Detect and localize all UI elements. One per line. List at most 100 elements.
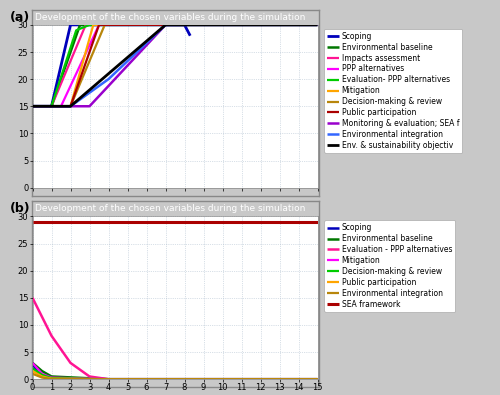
Mitigation — [39, 371, 45, 376]
Environmental integration — [182, 23, 188, 27]
Legend: Scoping, Environmental baseline, Evaluation - PPP alternatives, Mitigation, Deci: Scoping, Environmental baseline, Evaluat… — [324, 220, 456, 312]
Environmental integration — [162, 23, 168, 27]
Environmental integration — [30, 371, 36, 376]
Monitoring & evaluation; SEA f — [182, 23, 188, 27]
Mitigation — [106, 23, 112, 27]
Evaluation - PPP alternatives — [68, 361, 73, 365]
Monitoring & evaluation; SEA f — [30, 104, 36, 109]
Monitoring & evaluation; SEA f — [86, 104, 92, 109]
SEA framework — [106, 220, 112, 224]
Mitigation — [68, 104, 73, 109]
Evaluation - PPP alternatives — [314, 377, 320, 382]
PPP alternatives — [96, 23, 102, 27]
Scoping — [314, 377, 320, 382]
Evaluation- PPP alternatives — [30, 104, 36, 109]
Public participation — [30, 104, 36, 109]
SEA framework — [30, 220, 36, 224]
SEA framework — [314, 220, 320, 224]
Mitigation — [90, 23, 96, 27]
Environmental baseline — [30, 104, 36, 109]
Mitigation — [314, 377, 320, 382]
Scoping — [68, 23, 73, 27]
Line: Evaluation- PPP alternatives: Evaluation- PPP alternatives — [32, 25, 318, 106]
Scoping — [30, 361, 36, 365]
Line: Decision-making & review: Decision-making & review — [32, 25, 318, 106]
Env. & sustainability objectiv — [182, 23, 188, 27]
Environmental baseline — [314, 23, 320, 27]
Text: Development of the chosen variables during the simulation: Development of the chosen variables duri… — [36, 205, 306, 213]
Legend: Scoping, Environmental baseline, Impacts assessment, PPP alternatives, Evaluatio: Scoping, Environmental baseline, Impacts… — [324, 29, 462, 153]
Text: Development of the chosen variables during the simulation: Development of the chosen variables duri… — [36, 13, 306, 22]
Mitigation — [106, 377, 112, 382]
Impacts assessment — [82, 23, 88, 27]
Impacts assessment — [30, 104, 36, 109]
Scoping — [106, 377, 112, 382]
Environmental integration — [39, 375, 45, 380]
Monitoring & evaluation; SEA f — [314, 23, 320, 27]
Evaluation- PPP alternatives — [48, 104, 54, 109]
PPP alternatives — [58, 104, 64, 109]
Line: Env. & sustainability objectiv: Env. & sustainability objectiv — [32, 25, 318, 106]
PPP alternatives — [30, 104, 36, 109]
Environmental baseline — [48, 374, 54, 379]
Monitoring & evaluation; SEA f — [162, 23, 168, 27]
Impacts assessment — [314, 23, 320, 27]
Environmental baseline — [86, 23, 92, 27]
Mitigation — [48, 375, 54, 380]
Line: Impacts assessment: Impacts assessment — [32, 25, 318, 106]
Environmental integration — [30, 104, 36, 109]
Line: Decision-making & review: Decision-making & review — [32, 369, 318, 379]
Line: Monitoring & evaluation; SEA f: Monitoring & evaluation; SEA f — [32, 25, 318, 106]
Evaluation - PPP alternatives — [30, 295, 36, 300]
Scoping — [182, 23, 188, 27]
Line: Evaluation - PPP alternatives: Evaluation - PPP alternatives — [32, 298, 318, 379]
Line: Environmental integration: Environmental integration — [32, 374, 318, 379]
Decision-making & review — [48, 376, 54, 380]
Text: (b): (b) — [10, 203, 30, 215]
Decision-making & review — [314, 23, 320, 27]
Scoping — [187, 33, 193, 38]
Decision-making & review — [30, 366, 36, 371]
Environmental integration — [106, 377, 112, 382]
Decision-making & review — [39, 372, 45, 377]
Scoping — [48, 104, 54, 109]
Environmental integration — [314, 23, 320, 27]
Public participation — [124, 23, 130, 27]
Environmental baseline — [48, 104, 54, 109]
Environmental baseline — [77, 23, 83, 27]
Scoping — [35, 371, 41, 376]
Decision-making & review — [314, 377, 320, 382]
Env. & sustainability objectiv — [68, 104, 73, 109]
Line: Mitigation: Mitigation — [32, 363, 318, 379]
Evaluation- PPP alternatives — [73, 28, 79, 33]
Public participation — [106, 377, 112, 382]
Evaluation- PPP alternatives — [86, 23, 92, 27]
Environmental baseline — [106, 377, 112, 382]
Decision-making & review — [30, 104, 36, 109]
Evaluation - PPP alternatives — [106, 377, 112, 382]
Mitigation — [30, 361, 36, 365]
Environmental baseline — [39, 369, 45, 373]
PPP alternatives — [106, 23, 112, 27]
Scoping — [30, 104, 36, 109]
Line: Public participation: Public participation — [32, 371, 318, 379]
Environmental integration — [68, 104, 73, 109]
Public participation — [314, 377, 320, 382]
Line: Public participation: Public participation — [32, 25, 318, 106]
Public participation — [314, 23, 320, 27]
Decision-making & review — [106, 377, 112, 382]
Environmental baseline — [314, 377, 320, 382]
Line: Environmental baseline: Environmental baseline — [32, 363, 318, 379]
Line: Environmental baseline: Environmental baseline — [32, 25, 318, 106]
Environmental integration — [314, 377, 320, 382]
Evaluation - PPP alternatives — [86, 374, 92, 379]
Mitigation — [30, 104, 36, 109]
Env. & sustainability objectiv — [162, 23, 168, 27]
Public participation — [39, 374, 45, 379]
Environmental baseline — [30, 361, 36, 365]
Text: (a): (a) — [10, 11, 30, 24]
Impacts assessment — [48, 104, 54, 109]
Decision-making & review — [102, 23, 107, 27]
Line: Scoping: Scoping — [32, 25, 190, 106]
Line: Environmental integration: Environmental integration — [32, 25, 318, 106]
